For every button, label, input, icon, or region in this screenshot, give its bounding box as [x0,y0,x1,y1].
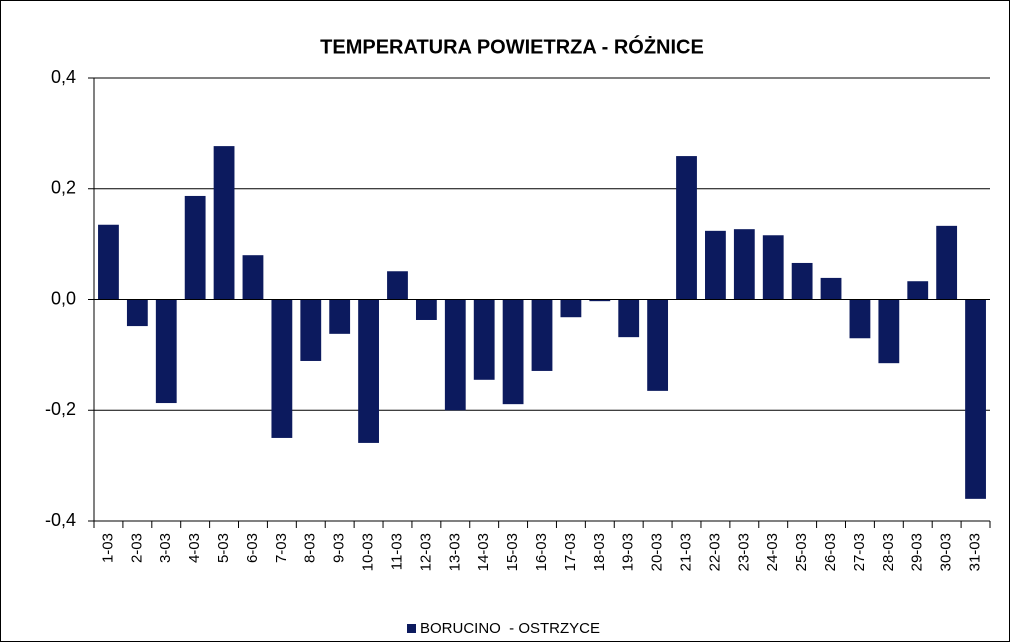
bar [936,225,958,300]
x-tick-label: 26-03 [822,533,839,571]
x-tick-label: 17-03 [562,533,579,571]
x-tick-label: 4-03 [186,533,203,563]
legend-swatch [407,624,416,633]
bar [444,299,466,411]
x-tick-label: 9-03 [331,533,348,563]
legend-label: BORUCINO - OSTRZYCE [420,620,600,637]
bar [213,146,235,300]
x-tick-label: 10-03 [360,533,377,571]
bar [271,299,293,438]
bar [733,229,755,300]
bar [155,299,177,404]
bar [965,299,986,499]
bar [300,299,322,361]
bar [415,299,437,320]
chart-title: TEMPERATURA POWIETRZA - RÓŻNICE [320,34,704,58]
bar [473,299,495,380]
x-tick-label: 12-03 [417,533,434,571]
bar [329,299,351,334]
x-tick-label: 20-03 [649,533,666,571]
bar [531,299,553,371]
bar [676,156,697,300]
bar [878,299,900,364]
x-tick-label: 16-03 [533,533,550,571]
bar [762,235,784,300]
x-tick-label: 25-03 [793,533,810,571]
x-tick-label: 8-03 [302,533,319,563]
x-tick-label: 27-03 [851,533,868,571]
x-tick-label: 11-03 [388,533,405,570]
x-tick-label: 30-03 [938,533,955,571]
bar [618,299,640,338]
x-tick-label: 19-03 [620,533,637,571]
bar [791,262,813,300]
x-tick-label: 6-03 [244,533,261,563]
bar [387,271,408,300]
x-tick-label: 22-03 [706,533,723,571]
x-tick-label: 14-03 [475,533,492,571]
x-tick-label: 3-03 [157,533,174,563]
bar [358,299,379,443]
bar [502,299,524,405]
x-tick-label: 23-03 [735,533,752,571]
x-tick-label: 5-03 [215,533,232,563]
x-tick-label: 28-03 [880,533,897,571]
bar [849,299,871,339]
x-tick-label: 15-03 [504,533,521,571]
y-tick-label: 0,0 [51,288,76,308]
x-tick-label: 2-03 [128,533,145,563]
x-tick-label: 24-03 [764,533,781,571]
bar [705,230,726,300]
bar [126,299,148,327]
x-tick-label: 7-03 [273,533,290,563]
bar [98,224,119,300]
y-tick-label: -0,2 [45,399,76,419]
x-tick-label: 29-03 [909,533,926,571]
bar [907,281,929,300]
x-tick-label: 18-03 [591,533,608,571]
bar [242,255,264,300]
bar [647,299,669,391]
x-tick-label: 1-03 [99,533,116,563]
y-tick-label: -0,4 [45,510,76,530]
y-tick-label: 0,2 [51,178,76,198]
x-tick-label: 13-03 [446,533,463,571]
x-tick-label: 31-03 [967,533,984,571]
x-tick-label: 21-03 [677,533,694,571]
y-tick-label: 0,4 [51,67,76,87]
bar [589,299,611,302]
bar [184,195,206,300]
bar [560,299,582,318]
bar [820,277,842,300]
